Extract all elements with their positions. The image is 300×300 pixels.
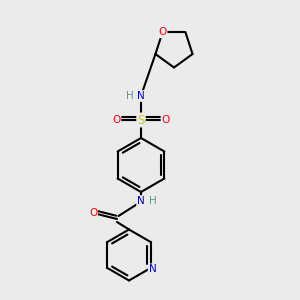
Text: H: H bbox=[126, 91, 134, 101]
Text: N: N bbox=[137, 196, 145, 206]
Text: O: O bbox=[89, 208, 97, 218]
Text: S: S bbox=[137, 113, 145, 127]
Text: N: N bbox=[137, 91, 145, 101]
Text: O: O bbox=[158, 27, 167, 37]
Text: O: O bbox=[112, 115, 121, 125]
Text: N: N bbox=[149, 264, 157, 274]
Text: H: H bbox=[148, 196, 156, 206]
Text: O: O bbox=[161, 115, 170, 125]
